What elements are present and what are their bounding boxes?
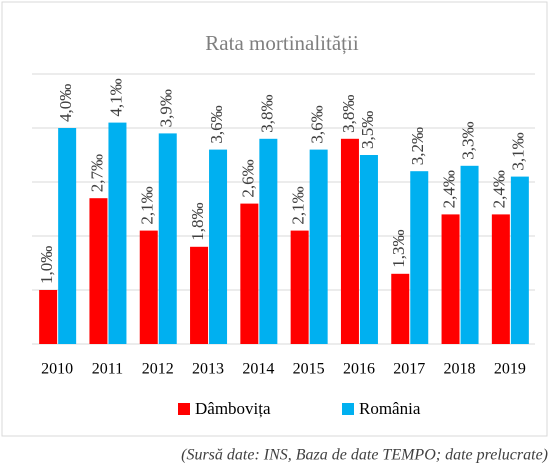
bar: [340, 138, 359, 344]
source-note: (Sursă date: INS, Baza de date TEMPO; da…: [181, 447, 548, 464]
data-label: 2,1‰: [138, 186, 157, 224]
data-label: 3,9‰: [157, 89, 176, 127]
x-tick-label: 2019: [494, 361, 526, 378]
data-label: 3,3‰: [458, 122, 477, 160]
x-tick-label: 2010: [41, 361, 73, 378]
bar: [108, 122, 127, 344]
x-tick-label: 2013: [192, 361, 224, 378]
chart-title: Rata mortinalității: [205, 31, 359, 55]
x-tick-label: 2011: [92, 361, 123, 378]
bar: [441, 214, 460, 344]
bar: [290, 230, 309, 344]
bar: [510, 176, 529, 344]
data-label: 4,1‰: [106, 78, 125, 116]
x-tick-label: 2015: [293, 361, 325, 378]
data-label: 2,4‰: [439, 170, 458, 208]
bar: [190, 246, 209, 344]
data-label: 3,6‰: [207, 105, 226, 143]
data-label: 1,3‰: [389, 230, 408, 268]
bar: [391, 273, 410, 344]
x-tick-label: 2016: [343, 361, 375, 378]
data-label: 1,0‰: [37, 246, 56, 284]
x-tick-label: 2012: [142, 361, 174, 378]
x-tick-label: 2014: [242, 361, 274, 378]
legend-label: Dâmbovița: [195, 399, 271, 418]
data-label: 3,5‰: [358, 111, 377, 149]
bar: [158, 133, 177, 344]
data-label: 3,8‰: [339, 95, 358, 133]
bar: [209, 149, 228, 344]
x-tick-label: 2018: [444, 361, 476, 378]
data-label: 3,2‰: [408, 127, 427, 165]
data-label: 4,0‰: [56, 84, 75, 122]
data-label: 3,6‰: [308, 105, 327, 143]
data-label: 1,8‰: [188, 203, 207, 241]
bar: [39, 290, 58, 344]
bar: [359, 155, 378, 344]
bar: [309, 149, 328, 344]
data-label: 2,7‰: [87, 154, 106, 192]
data-label: 3,8‰: [257, 95, 276, 133]
data-label: 2,6‰: [238, 159, 257, 197]
bar: [240, 203, 259, 344]
bar: [89, 198, 108, 344]
bar: [139, 230, 158, 344]
bar: [410, 171, 429, 344]
bar: [58, 128, 77, 344]
data-label: 2,1‰: [289, 186, 308, 224]
bar: [460, 165, 479, 344]
data-label: 3,1‰: [509, 132, 528, 170]
legend-swatch: [342, 403, 354, 415]
legend-swatch: [178, 403, 190, 415]
bar: [259, 138, 278, 344]
legend-label: România: [359, 399, 421, 418]
data-label: 2,4‰: [490, 170, 509, 208]
x-tick-label: 2017: [393, 361, 425, 378]
bar: [491, 214, 510, 344]
